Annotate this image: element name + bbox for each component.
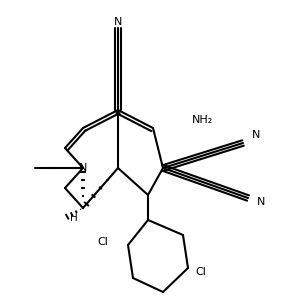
Text: Cl: Cl bbox=[195, 267, 206, 277]
Text: N: N bbox=[114, 17, 122, 27]
Text: N: N bbox=[257, 197, 266, 207]
Text: Cl: Cl bbox=[97, 237, 108, 247]
Text: H: H bbox=[70, 213, 78, 223]
Text: N: N bbox=[252, 130, 260, 140]
Text: NH₂: NH₂ bbox=[192, 115, 213, 125]
Text: N: N bbox=[79, 163, 87, 173]
